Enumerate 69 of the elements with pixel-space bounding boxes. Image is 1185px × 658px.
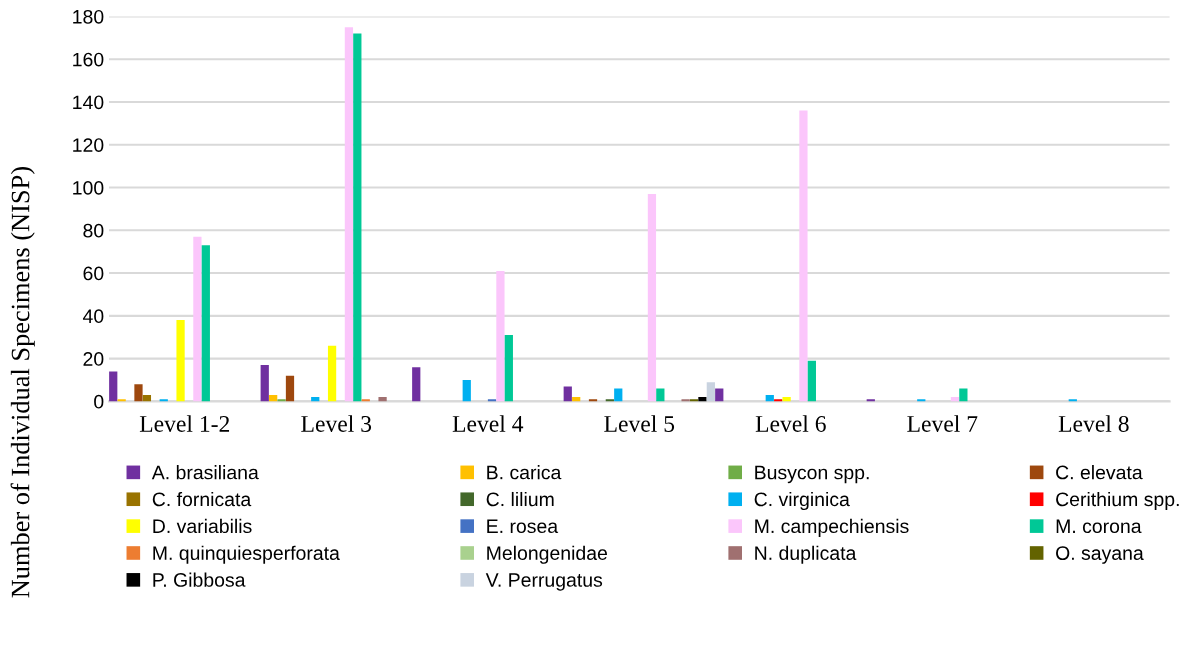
legend-label: M. corona — [1056, 519, 1142, 534]
y-tick-label: 120 — [73, 138, 104, 152]
bar — [681, 399, 690, 402]
y-tick-label: 0 — [94, 394, 104, 409]
legend-label: M. campechiensis — [755, 518, 909, 537]
bar — [504, 335, 513, 402]
x-tick-label: Level 1-2 — [139, 415, 230, 432]
legend-label: B. carica — [487, 465, 562, 480]
bar — [193, 236, 202, 402]
legend-label: C. lilium — [486, 491, 554, 507]
bar — [496, 270, 505, 402]
bar — [462, 379, 471, 402]
bar — [950, 397, 960, 402]
bar — [647, 193, 657, 402]
legend-label: C. virginica — [754, 491, 850, 511]
legend-label: E. rosea — [487, 519, 559, 534]
bar — [285, 375, 295, 402]
bar — [277, 399, 286, 402]
bar — [706, 382, 715, 402]
y-tick-label: 180 — [73, 9, 104, 24]
legend-label: Busycon spp. — [755, 465, 869, 484]
bar — [698, 397, 707, 402]
bar — [807, 360, 816, 402]
y-tick-label: 20 — [83, 352, 104, 366]
y-tick-label: 100 — [73, 181, 104, 195]
y-tick-label: 40 — [82, 309, 104, 324]
bar — [412, 367, 421, 402]
legend-label: Cerithium spp. — [1056, 491, 1179, 511]
legend-label: Melongenidae — [487, 545, 607, 564]
bar — [134, 384, 143, 402]
legend-label: A. brasiliana — [151, 465, 259, 480]
bar — [782, 397, 791, 402]
y-tick-label: 140 — [73, 95, 104, 110]
bar — [344, 27, 354, 402]
bar — [378, 397, 387, 402]
bar — [715, 388, 724, 402]
legend-label: C. fornicata — [152, 491, 252, 507]
y-axis-title: Number of Individual Specimens (NISP) — [10, 167, 35, 598]
bar — [353, 33, 362, 402]
x-tick-label: Level 3 — [301, 415, 372, 432]
bar — [176, 320, 185, 402]
bar — [311, 397, 320, 402]
bar — [260, 365, 269, 402]
bar — [142, 394, 152, 402]
bar — [327, 345, 337, 402]
y-tick-label: 80 — [83, 223, 104, 238]
legend-label: V. Perrugatus — [485, 573, 603, 591]
x-tick-label: Level 5 — [604, 415, 675, 432]
x-tick-label: Level 7 — [907, 415, 978, 432]
legend-label: M. quinquiesperforata — [153, 545, 340, 564]
bar — [563, 386, 572, 402]
bar — [799, 110, 808, 402]
bar — [572, 397, 581, 402]
legend-label: O. sayana — [1056, 546, 1144, 564]
bar — [201, 245, 210, 402]
y-tick-label: 60 — [83, 266, 104, 281]
x-tick-label: Level 4 — [452, 415, 524, 432]
legend-label: D. variabilis — [153, 518, 252, 534]
x-tick-label: Level 8 — [1058, 415, 1129, 432]
bar — [656, 388, 665, 402]
bar — [269, 394, 278, 402]
legend-label: N. duplicata — [755, 545, 857, 564]
x-tick-label: Level 6 — [755, 415, 826, 432]
legend-label: C. elevata — [1056, 465, 1143, 480]
bar — [614, 388, 623, 402]
y-tick-label: 160 — [73, 52, 104, 67]
bar — [959, 388, 968, 402]
bar — [765, 394, 774, 402]
legend-label: P. Gibbosa — [153, 572, 246, 587]
